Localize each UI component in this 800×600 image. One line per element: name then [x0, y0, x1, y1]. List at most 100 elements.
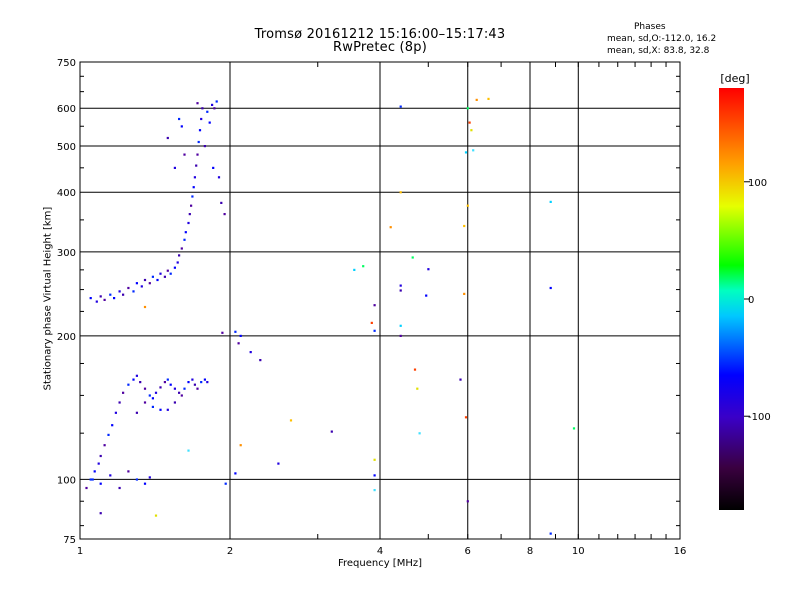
o-mode-point — [196, 387, 199, 390]
x-mode-point — [143, 305, 147, 309]
o-mode-point — [190, 204, 193, 207]
o-mode-point — [151, 405, 154, 408]
o-mode-point — [91, 478, 94, 481]
axis-ticks: 1 2 4 6 8 10 16 75 100 200 300 400 500 600 750 100 0 -100 — [57, 58, 771, 557]
o-mode-point — [169, 383, 172, 386]
o-mode-point — [173, 401, 176, 404]
o-mode-point — [224, 482, 227, 485]
o-mode-point — [399, 289, 402, 292]
x-mode-point — [549, 200, 552, 203]
x-mode-point — [353, 268, 356, 271]
o-mode-point — [122, 391, 125, 394]
x-mode-point — [464, 416, 468, 419]
o-mode-point — [220, 201, 223, 204]
x-mode-point — [472, 149, 475, 152]
o-mode-point — [203, 378, 206, 381]
o-mode-point — [166, 378, 169, 381]
o-mode-point — [111, 424, 114, 427]
o-mode-point — [118, 401, 121, 404]
o-mode-point — [211, 103, 214, 106]
o-mode-point — [122, 293, 125, 296]
o-mode-point — [103, 298, 106, 301]
grid-lines — [80, 62, 680, 539]
colorbar-label: [deg] — [720, 72, 749, 85]
o-mode-point — [173, 387, 176, 390]
o-mode-point — [118, 290, 121, 293]
o-mode-point — [191, 195, 194, 198]
o-mode-point — [109, 293, 112, 296]
o-mode-point — [139, 381, 142, 384]
o-mode-point — [148, 476, 151, 479]
x-tick-label: 4 — [377, 546, 383, 557]
o-mode-point — [143, 401, 147, 404]
y-tick-label: 300 — [57, 248, 76, 259]
x-mode-point — [418, 432, 421, 435]
o-mode-point — [180, 394, 183, 397]
o-mode-point — [221, 331, 224, 334]
o-mode-point — [183, 153, 186, 156]
o-mode-point — [127, 286, 130, 290]
x-mode-point — [468, 121, 471, 124]
x-mode-point — [362, 265, 365, 268]
o-mode-point — [249, 351, 252, 354]
o-mode-point — [156, 278, 159, 282]
chart-title: Tromsø 20161212 15:16:00–15:17:43 — [254, 27, 506, 42]
o-mode-point — [148, 394, 151, 397]
y-tick-label: 500 — [57, 142, 76, 153]
o-mode-point — [195, 164, 198, 167]
o-mode-point — [107, 433, 110, 436]
o-mode-point — [215, 100, 218, 103]
o-mode-point — [180, 125, 183, 128]
o-mode-point — [193, 383, 196, 386]
o-mode-point — [399, 334, 402, 337]
o-mode-point — [159, 272, 162, 275]
o-mode-point — [113, 297, 116, 300]
o-mode-point — [143, 482, 147, 485]
o-mode-point — [234, 330, 237, 333]
o-mode-point — [103, 444, 106, 447]
o-mode-point — [208, 121, 211, 124]
o-mode-point — [85, 486, 88, 490]
o-mode-point — [183, 387, 186, 390]
y-tick-label: 100 — [57, 475, 76, 486]
o-mode-point — [99, 454, 102, 458]
o-mode-point — [259, 359, 262, 362]
o-mode-point — [466, 500, 469, 503]
o-mode-point — [163, 275, 166, 278]
x-mode-point — [487, 97, 490, 100]
y-tick-label: 75 — [63, 535, 76, 546]
o-mode-point — [549, 532, 552, 535]
o-mode-point — [166, 408, 169, 411]
o-mode-point — [163, 381, 166, 384]
o-mode-point — [173, 266, 176, 269]
o-mode-point — [188, 213, 191, 216]
o-mode-point — [89, 478, 92, 481]
o-mode-point — [373, 329, 376, 332]
o-mode-point — [135, 478, 138, 481]
x-mode-point — [572, 427, 576, 430]
x-mode-point — [463, 224, 466, 228]
o-mode-point — [151, 397, 154, 400]
x-mode-point — [154, 514, 158, 517]
o-mode-point — [223, 213, 226, 216]
o-mode-point — [373, 304, 376, 307]
o-mode-point — [135, 411, 138, 414]
x-tick-label: 16 — [674, 546, 687, 557]
o-mode-point — [196, 153, 199, 156]
x-mode-point — [239, 444, 242, 447]
o-mode-point — [93, 470, 96, 473]
x-axis-label: Frequency [MHz] — [337, 558, 423, 569]
o-mode-point — [151, 275, 154, 278]
y-tick-label: 600 — [57, 104, 76, 115]
o-mode-point — [159, 408, 162, 411]
o-mode-point — [203, 145, 206, 148]
o-mode-point — [196, 102, 199, 105]
o-mode-point — [109, 474, 112, 477]
x-tick-label: 2 — [227, 546, 233, 557]
o-mode-point — [197, 140, 200, 144]
o-mode-point — [239, 334, 242, 337]
o-mode-point — [201, 107, 204, 110]
colorbar-tick-label: 0 — [748, 295, 754, 306]
x-mode-point — [411, 256, 414, 259]
